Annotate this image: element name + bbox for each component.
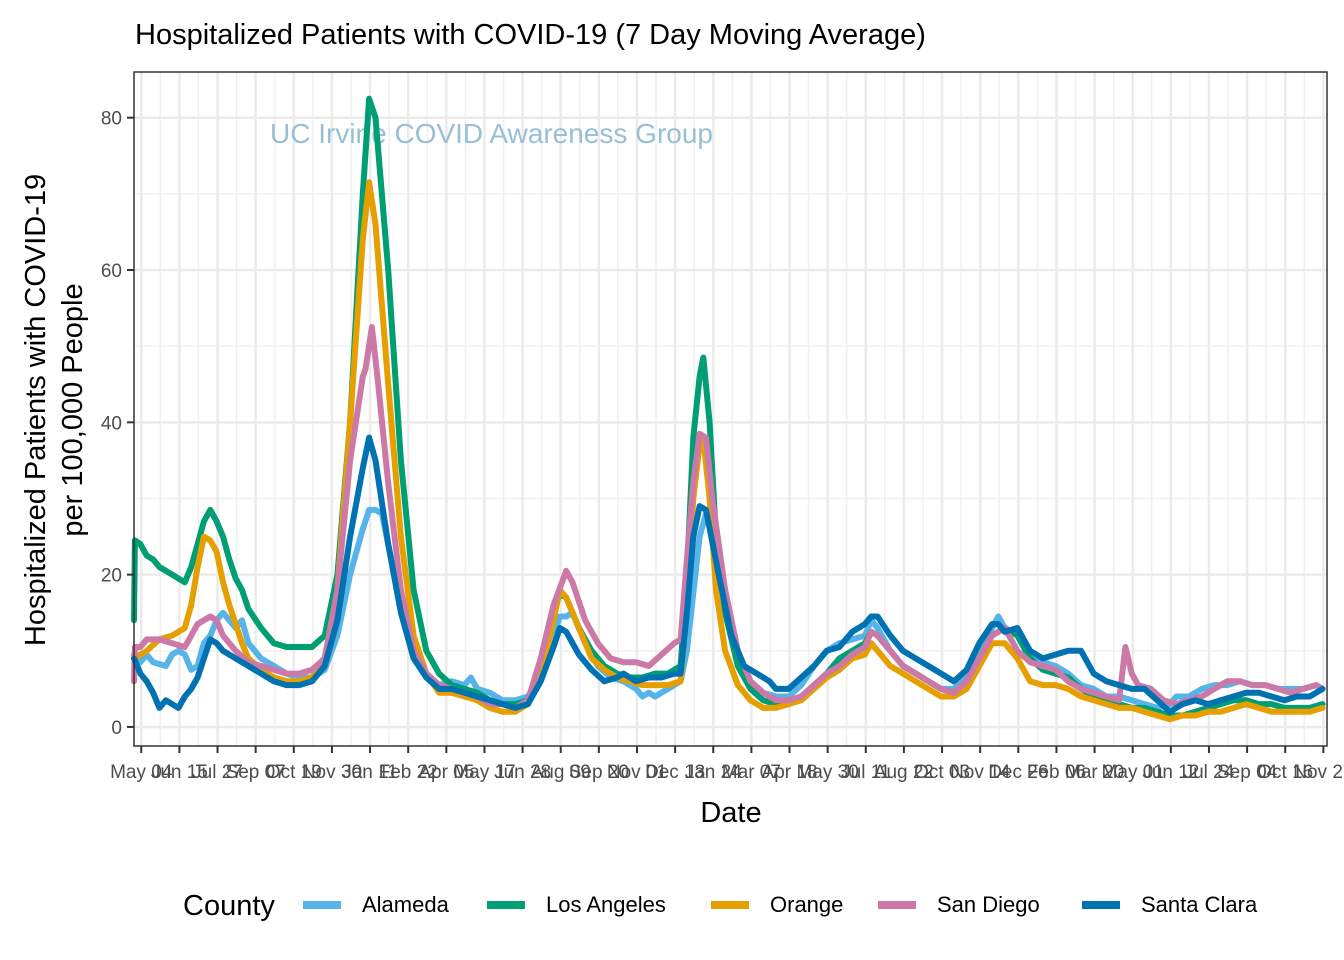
y-axis-title-line-2: per 100,000 People xyxy=(57,283,89,536)
x-tick-label: Jun 15 xyxy=(151,762,208,783)
series-lines xyxy=(131,95,1326,723)
x-tick-label: Jul 24 xyxy=(1184,762,1235,783)
x-tick-label: Oct 03 xyxy=(914,762,970,783)
x-tick-label: Jan 24 xyxy=(685,762,742,783)
legend-label: Los Angeles xyxy=(546,892,666,917)
x-tick-label: Jan 11 xyxy=(342,762,398,783)
legend-key-orange xyxy=(711,901,749,909)
x-tick-label: Dec 13 xyxy=(645,762,705,783)
x-tick-label: Jun 28 xyxy=(494,762,551,783)
y-axis-title: Hospitalized Patients with COVID-19 per … xyxy=(20,174,89,646)
x-axis-title: Date xyxy=(700,797,761,829)
x-tick-label: Apr 18 xyxy=(762,762,818,783)
legend: County Alameda Los Angeles Orange San Diego… xyxy=(183,890,1258,922)
series-line-santa-clara xyxy=(131,434,1326,715)
x-tick-label: Nov 27 xyxy=(1293,762,1344,783)
legend-key-san-diego xyxy=(878,901,916,909)
legend-label: Santa Clara xyxy=(1141,892,1258,917)
series-line-san-diego xyxy=(131,324,1326,711)
y-axis: 0 20 40 60 80 xyxy=(101,109,134,739)
x-tick-label: Mar 20 xyxy=(1065,762,1124,783)
plot-panel: UC Irvine COVID Awareness Group xyxy=(131,71,1328,747)
x-tick-label: Jul 11 xyxy=(841,762,890,783)
legend-label: Orange xyxy=(770,892,843,917)
y-tick-label: 40 xyxy=(101,413,122,434)
legend-title: County xyxy=(183,890,275,922)
x-tick-label: Sep 07 xyxy=(226,762,286,783)
x-tick-label: Oct 16 xyxy=(1257,762,1313,783)
x-tick-label: Dec 26 xyxy=(988,762,1048,783)
y-tick-label: 0 xyxy=(111,718,122,739)
x-tick-label: May 17 xyxy=(453,762,515,783)
legend-key-santa-clara xyxy=(1082,901,1120,909)
x-tick-label: Sep 20 xyxy=(569,762,629,783)
x-tick-label: Aug 22 xyxy=(874,762,934,783)
x-tick-label: Nov 14 xyxy=(950,762,1011,783)
x-tick-label: Aug 09 xyxy=(531,762,591,783)
y-tick-label: 60 xyxy=(101,261,122,282)
legend-key-los-angeles xyxy=(487,901,525,909)
x-tick-label: Jun 12 xyxy=(1142,762,1199,783)
watermark: UC Irvine COVID Awareness Group xyxy=(270,118,713,149)
chart-title: Hospitalized Patients with COVID-19 (7 D… xyxy=(135,19,926,51)
legend-key-alameda xyxy=(303,901,341,909)
x-tick-label: May 30 xyxy=(796,762,858,783)
y-tick-label: 20 xyxy=(101,566,122,587)
x-tick-label: Oct 19 xyxy=(266,762,322,783)
legend-label: Alameda xyxy=(362,892,450,917)
x-tick-label: May 01 xyxy=(1102,762,1164,783)
x-tick-label: May 04 xyxy=(110,762,173,783)
x-tick-label: Apr 05 xyxy=(418,762,474,783)
y-tick-label: 80 xyxy=(101,109,122,130)
panel-border xyxy=(133,71,1328,747)
legend-label: San Diego xyxy=(937,892,1040,917)
x-tick-label: Sep 04 xyxy=(1217,762,1278,783)
x-tick-label: Feb 06 xyxy=(1027,762,1086,783)
y-axis-title-line-1: Hospitalized Patients with COVID-19 xyxy=(20,174,52,646)
x-tick-label: Mar 07 xyxy=(722,762,781,783)
x-tick-label: Nov 30 xyxy=(302,762,362,783)
x-tick-label: Nov 01 xyxy=(607,762,667,783)
x-tick-label: Feb 22 xyxy=(379,762,438,783)
x-tick-label: Jul 27 xyxy=(192,762,243,783)
